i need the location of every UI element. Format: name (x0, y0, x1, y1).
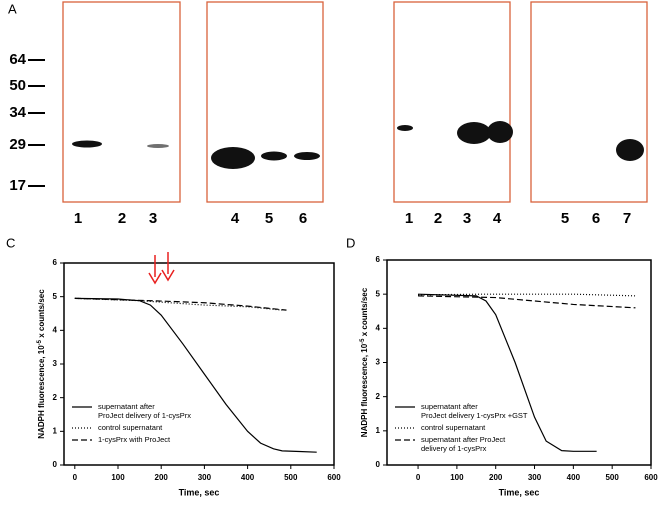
series-line (74, 297, 283, 311)
y-axis-label-text: NADPH fluorescence, 10 (37, 345, 46, 439)
arrow-head (161, 269, 175, 282)
x-tick-label: 0 (73, 473, 78, 482)
arrow-head (148, 272, 162, 285)
y-tick-label: 1 (376, 426, 381, 435)
legend-label: control supernatant (98, 423, 163, 432)
lane-label: 3 (149, 210, 157, 227)
blot (62, 1, 181, 203)
y-tick-label: 6 (376, 255, 381, 264)
legend-label: control supernatant (421, 423, 486, 432)
bands (72, 121, 644, 169)
x-tick-label: 500 (605, 473, 619, 482)
lane-label: 5 (561, 210, 569, 227)
y-tick-label: 0 (53, 460, 58, 469)
y-axis-label-exp: -5 (37, 339, 43, 345)
x-tick-label: 300 (528, 473, 542, 482)
series-line (74, 297, 287, 311)
blot (206, 1, 324, 203)
y-tick-label: 1 (53, 426, 58, 435)
series-line (74, 297, 317, 453)
x-tick-label: 300 (198, 473, 212, 482)
panel-label: D (346, 235, 355, 250)
y-axis-label-unit: x counts/sec (37, 289, 46, 340)
y-tick-label: 4 (376, 323, 381, 332)
x-tick-label: 600 (644, 473, 658, 482)
panel-label: A (8, 1, 17, 16)
lane-label: 5 (265, 210, 273, 227)
blot (530, 1, 648, 203)
y-tick-label: 2 (376, 392, 381, 401)
lane-label: 6 (299, 210, 307, 227)
y-tick-label: 2 (53, 393, 58, 402)
series-line (418, 295, 636, 309)
x-tick-label: 400 (241, 473, 255, 482)
y-tick-label: 3 (376, 358, 381, 367)
legend-label: supernatant after ProJect delivery 1-cysP… (421, 402, 528, 420)
marker-label: 17 (9, 177, 26, 194)
x-tick-label: 400 (567, 473, 581, 482)
series-line (418, 293, 636, 297)
series-line (418, 293, 597, 452)
y-tick-label: 0 (376, 460, 381, 469)
x-tick-label: 100 (450, 473, 464, 482)
panel-label: C (6, 235, 15, 250)
marker-label: 34 (9, 104, 26, 121)
y-tick-label: 3 (53, 359, 58, 368)
lane-label: 1 (405, 210, 413, 227)
x-tick-label: 500 (284, 473, 298, 482)
legend-label: 1-cysPrx with ProJect (98, 435, 171, 444)
lane-label: 2 (118, 210, 126, 227)
lane-label: 1 (74, 210, 82, 227)
y-axis-label: NADPH fluorescence, 10-5 x counts/sec (37, 289, 47, 439)
x-tick-label: 200 (489, 473, 503, 482)
marker-lines (28, 59, 45, 187)
y-axis-label-unit: x counts/sec (360, 287, 369, 338)
y-axis-label: NADPH fluorescence, 10-5 x counts/sec (360, 287, 370, 437)
legend-label: supernatant after ProJect delivery of 1-c… (421, 435, 506, 453)
lane-label: 7 (623, 210, 631, 227)
y-axis-label-exp: -5 (360, 338, 366, 344)
marker-label: 50 (9, 77, 26, 94)
legend-label: supernatant after ProJect delivery of 1-c… (98, 402, 191, 420)
y-axis-label-text: NADPH fluorescence, 10 (360, 343, 369, 437)
lane-label: 2 (434, 210, 442, 227)
y-tick-label: 4 (53, 325, 58, 334)
y-tick-label: 6 (53, 258, 58, 267)
x-axis-label: Time, sec (499, 487, 540, 497)
blot (393, 1, 511, 203)
marker-label: 64 (9, 51, 26, 68)
y-tick-label: 5 (53, 292, 58, 301)
lane-label: 3 (463, 210, 471, 227)
x-tick-label: 0 (416, 473, 421, 482)
x-tick-label: 100 (111, 473, 125, 482)
lane-label: 6 (592, 210, 600, 227)
x-axis-label: Time, sec (179, 487, 220, 497)
lane-label: 4 (231, 210, 240, 227)
y-tick-label: 5 (376, 289, 381, 298)
marker-label: 29 (9, 136, 26, 153)
x-tick-label: 200 (155, 473, 169, 482)
x-tick-label: 600 (327, 473, 341, 482)
lane-label: 4 (493, 210, 502, 227)
